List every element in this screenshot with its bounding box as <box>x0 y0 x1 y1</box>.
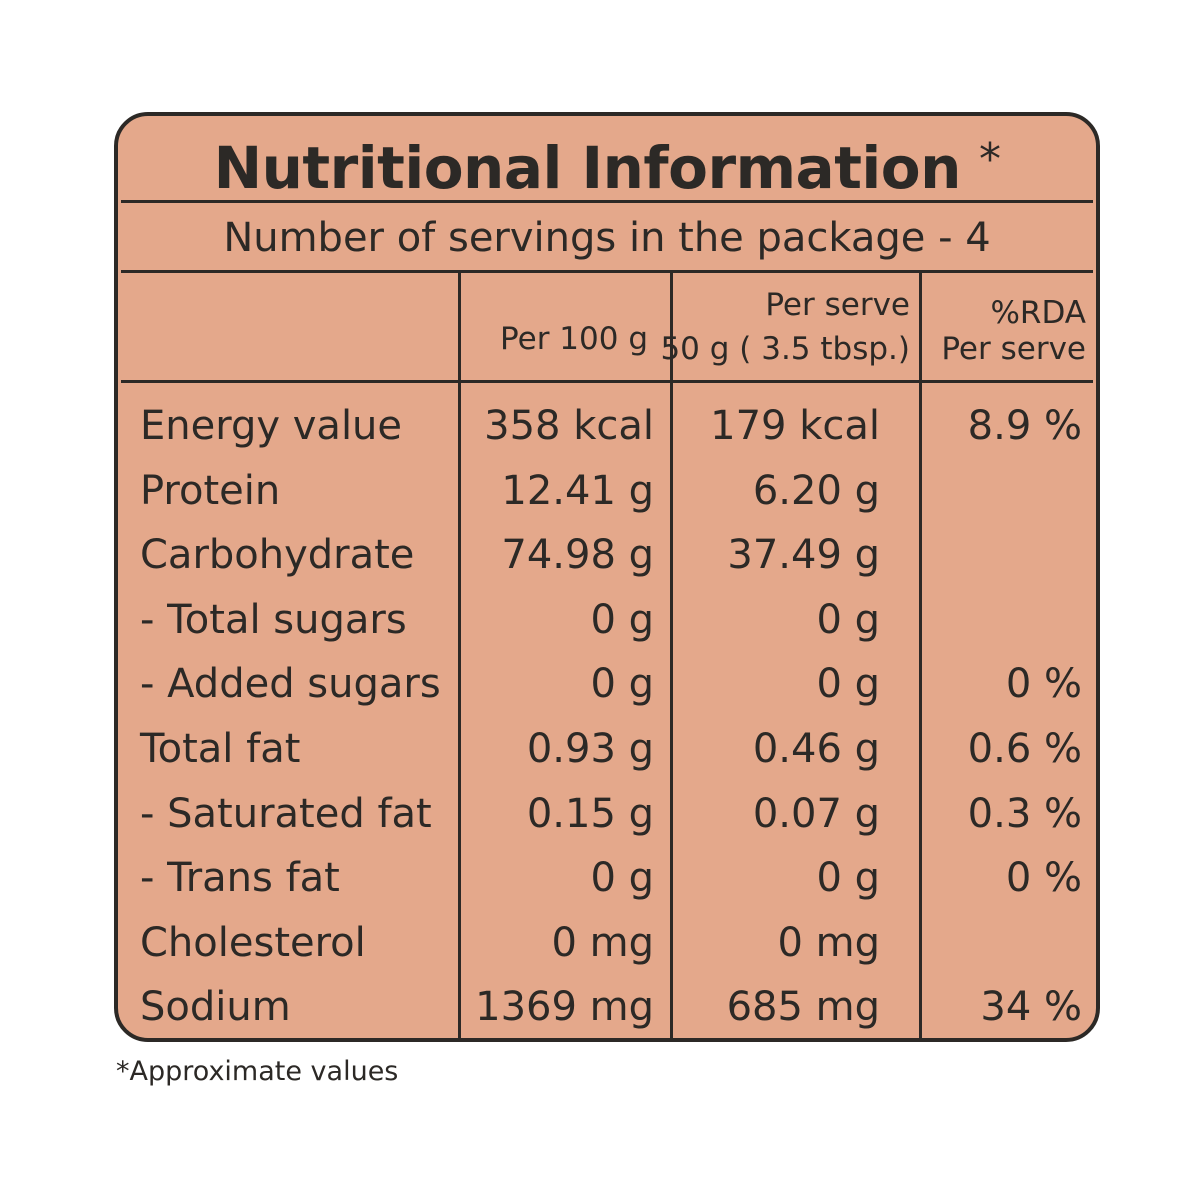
value-per-100g: 12.41 g <box>501 467 654 514</box>
nutrient-row: Carbohydrate 74.98 g 37.49 g <box>118 523 1096 587</box>
value-per-serve: 37.49 g <box>727 532 880 579</box>
header-per-100g: Per 100 g <box>500 321 648 357</box>
servings-line: Number of servings in the package - 4 <box>223 215 991 261</box>
nutrient-name: - Added sugars <box>140 661 441 708</box>
value-per-100g: 1369 mg <box>475 984 654 1031</box>
value-per-serve: 0.46 g <box>752 726 880 772</box>
nutrient-name: - Total sugars <box>140 596 407 643</box>
value-per-serve: 0 g <box>816 661 880 708</box>
value-rda: 34 % <box>980 984 1082 1031</box>
nutrient-row: Protein 12.41 g 6.20 g <box>118 459 1096 523</box>
value-per-100g: 74.98 g <box>501 532 654 579</box>
nutrient-name: Sodium <box>140 984 291 1031</box>
column-divider-2 <box>670 273 673 1038</box>
nutrient-name: - Saturated fat <box>140 790 432 837</box>
title-text: Nutritional Information <box>213 134 962 202</box>
nutrient-row: Cholesterol 0 mg 0 mg <box>118 911 1096 975</box>
nutrient-name: Carbohydrate <box>140 532 415 579</box>
nutrient-row: - Added sugars 0 g 0 g 0 % <box>118 652 1096 716</box>
value-rda: 0 % <box>1005 661 1082 708</box>
nutrient-name: Energy value <box>140 403 403 449</box>
value-per-100g: 0 g <box>590 596 654 643</box>
nutrient-row: - Total sugars 0 g 0 g <box>118 588 1096 652</box>
header-rda-per-serve: Per serve <box>941 331 1086 367</box>
value-per-100g: 0.93 g <box>526 726 654 772</box>
nutrient-name: Cholesterol <box>140 919 366 966</box>
value-per-100g: 358 kcal <box>484 403 654 449</box>
nutrient-row: Sodium 1369 mg 685 mg 34 % <box>118 975 1096 1038</box>
value-per-serve: 0 mg <box>777 919 880 966</box>
column-divider-3 <box>919 273 922 1038</box>
nutrient-row: Total fat 0.93 g 0.46 g 0.6 % <box>118 717 1096 781</box>
title-asterisk: * <box>978 134 1001 185</box>
header-rda: %RDA <box>990 295 1086 331</box>
title-divider <box>121 200 1093 203</box>
column-divider-1 <box>458 273 461 1038</box>
value-per-serve: 0.07 g <box>752 790 880 837</box>
value-per-100g: 0 mg <box>551 919 654 966</box>
value-per-serve: 0 g <box>816 855 880 902</box>
nutrient-name: - Trans fat <box>140 855 340 902</box>
label-title: Nutritional Information * <box>118 116 1096 202</box>
nutrient-name: Total fat <box>140 726 301 772</box>
nutrient-row: - Saturated fat 0.15 g 0.07 g 0.3 % <box>118 782 1096 846</box>
value-per-serve: 685 mg <box>726 984 880 1031</box>
value-per-100g: 0 g <box>590 661 654 708</box>
nutrient-row: - Trans fat 0 g 0 g 0 % <box>118 846 1096 910</box>
value-rda: 0.6 % <box>967 726 1082 772</box>
footnote: *Approximate values <box>116 1056 399 1087</box>
value-per-serve: 6.20 g <box>752 467 880 514</box>
value-per-serve: 0 g <box>816 596 880 643</box>
nutrient-row: Energy value 358 kcal 179 kcal 8.9 % <box>118 394 1096 458</box>
servings-divider <box>121 270 1093 273</box>
header-per-serve: Per serve <box>765 287 910 323</box>
value-per-serve: 179 kcal <box>710 403 880 449</box>
nutrient-name: Protein <box>140 467 281 514</box>
value-per-100g: 0 g <box>590 855 654 902</box>
nutrition-label: Nutritional Information * Number of servi… <box>114 112 1100 1042</box>
value-rda: 0.3 % <box>967 790 1082 837</box>
header-divider <box>121 380 1093 383</box>
header-serve-size: 50 g ( 3.5 tbsp.) <box>660 331 910 367</box>
value-rda: 8.9 % <box>967 403 1082 449</box>
value-rda: 0 % <box>1005 855 1082 902</box>
value-per-100g: 0.15 g <box>526 790 654 837</box>
